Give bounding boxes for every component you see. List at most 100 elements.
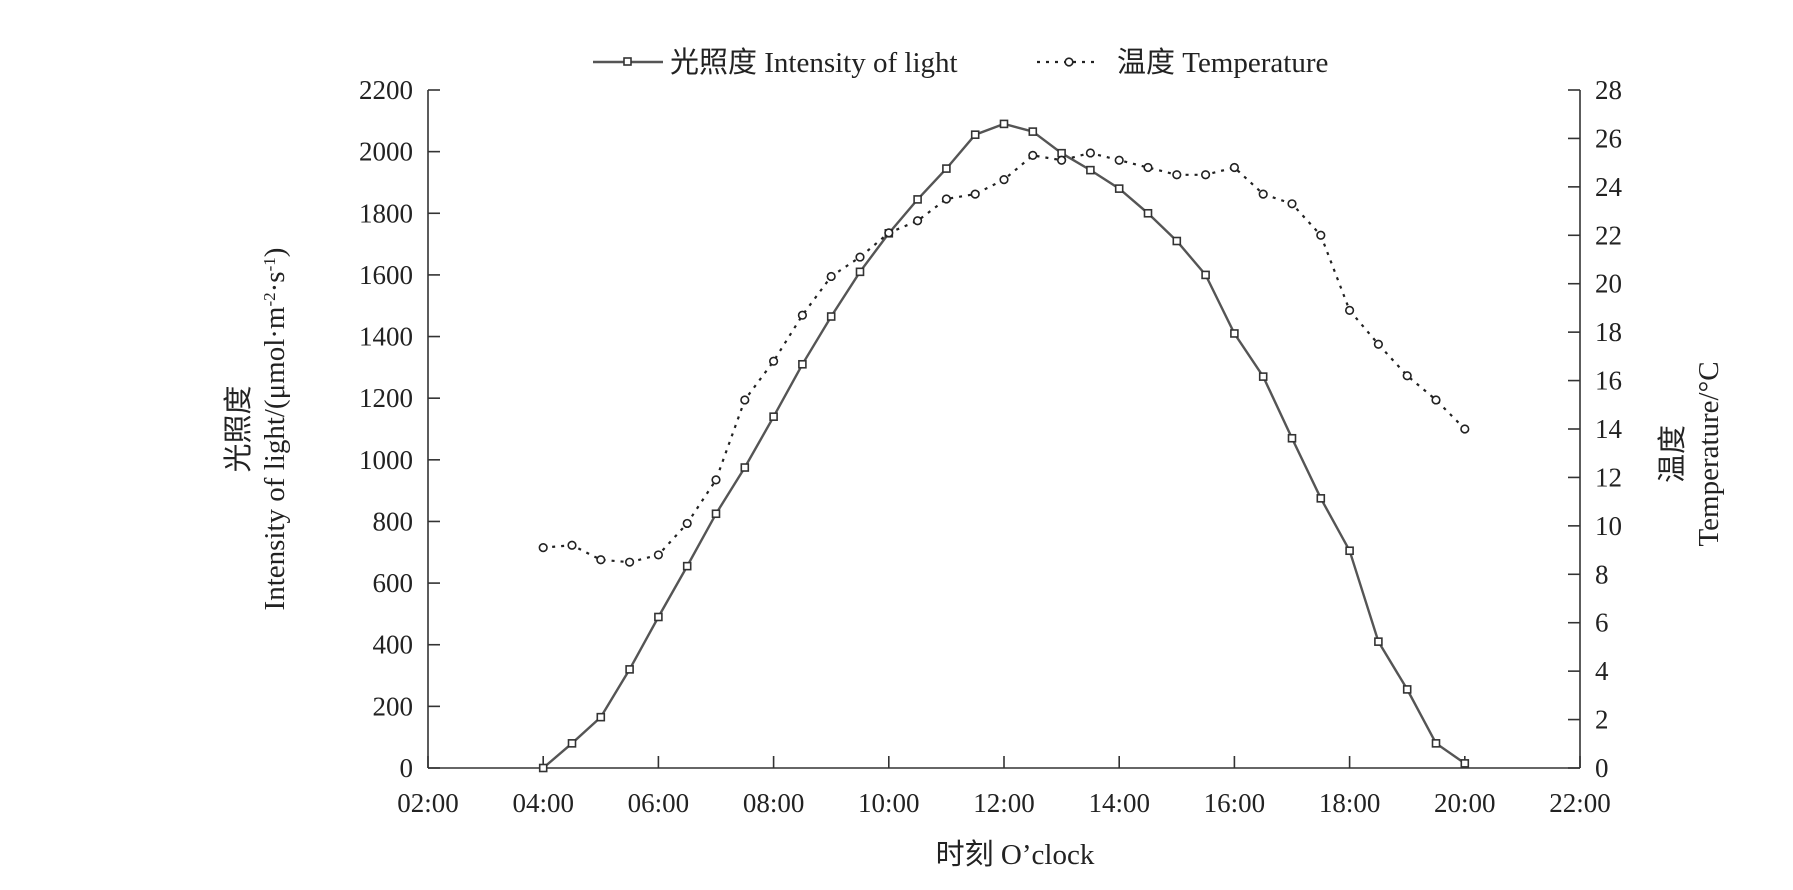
light-data-point [538, 763, 548, 773]
light-data-point [567, 739, 577, 748]
temperature-data-point [653, 550, 664, 560]
x-tick-label: 20:00 [1434, 788, 1496, 818]
left-tick-label: 1600 [359, 260, 413, 290]
x-tick-label: 08:00 [743, 788, 805, 818]
light-data-point [1114, 184, 1124, 193]
legend-temp-label: 温度 Temperature [1117, 46, 1328, 79]
left-tick-label: 2000 [359, 137, 413, 167]
right-tick-label: 6 [1595, 608, 1609, 638]
right-tick-label: 14 [1595, 414, 1623, 444]
x-tick-label: 14:00 [1088, 788, 1150, 818]
light-data-point [798, 359, 807, 369]
temperature-data-point [740, 395, 750, 405]
light-data-point [1172, 236, 1182, 246]
right-tick-label: 10 [1595, 511, 1622, 541]
right-axis-title-line2: Temperature/°C [1693, 361, 1725, 546]
temperature-data-point [797, 310, 808, 320]
temperature-data-point [1028, 150, 1038, 160]
x-tick-label: 12:00 [973, 788, 1035, 818]
light-data-point [942, 164, 951, 173]
left-tick-label: 2200 [359, 75, 413, 105]
light-data-point [1143, 208, 1153, 218]
light-data-point [826, 312, 836, 321]
light-data-point [970, 130, 980, 139]
light-data-point [625, 665, 634, 674]
temperature-data-point [1258, 189, 1268, 199]
temperature-data-point [1460, 424, 1470, 434]
temperature-data-point [1287, 199, 1297, 209]
light-data-point [1402, 685, 1412, 694]
light-data-point [1431, 739, 1441, 748]
left-axis-title: 光照度 Intensity of light/(μmol·m-2·s-1) [222, 248, 291, 611]
temperature-data-point [1431, 395, 1441, 405]
temperature-data-point [941, 194, 952, 204]
right-tick-label: 4 [1595, 656, 1609, 686]
left-tick-label: 600 [373, 568, 414, 598]
right-axis-title-line1: 温度 [1656, 425, 1689, 483]
light-data-point [999, 119, 1009, 129]
light-data-point [1316, 494, 1326, 503]
light-data-point [1287, 433, 1297, 443]
series-temperature [538, 148, 1470, 567]
light-data-point [654, 612, 663, 622]
left-tick-label: 0 [400, 753, 414, 783]
light-data-point [596, 712, 606, 722]
legend-light-label: 光照度 Intensity of light [670, 46, 958, 79]
legend: 光照度 Intensity of light 温度 Temperature [593, 46, 1328, 79]
temperature-data-point [1200, 170, 1211, 180]
right-tick-label: 22 [1595, 220, 1622, 250]
temperature-data-point [855, 252, 865, 262]
left-tick-label: 400 [373, 630, 414, 660]
x-tick-label: 10:00 [858, 788, 920, 818]
temperature-data-point [912, 216, 923, 226]
right-tick-label: 8 [1595, 559, 1609, 589]
right-tick-label: 12 [1595, 462, 1622, 492]
legend-light-marker [623, 57, 632, 66]
left-tick-label: 1200 [359, 383, 413, 413]
series-layer [538, 119, 1470, 773]
left-axis-title-line2: Intensity of light/(μmol·m-2·s-1) [259, 248, 291, 611]
left-tick-label: 1800 [359, 198, 413, 228]
temperature-data-point [624, 557, 635, 567]
right-tick-label: 20 [1595, 269, 1622, 299]
temperature-data-point [682, 518, 692, 529]
light-data-point [682, 561, 692, 571]
light-data-point [711, 509, 721, 519]
light-data-point [1028, 127, 1038, 136]
light-data-point [1345, 546, 1354, 556]
temperature-data-point [826, 271, 836, 282]
temperature-data-point [567, 540, 577, 550]
right-tick-label: 24 [1595, 172, 1623, 202]
light-data-point [1258, 372, 1268, 381]
temperature-data-point [1229, 162, 1239, 173]
temperature-data-point [1056, 155, 1067, 165]
right-axis-title: 温度 Temperature/°C [1656, 361, 1725, 546]
right-tick-label: 16 [1595, 366, 1622, 396]
x-axis-title: 时刻 O’clock [936, 838, 1095, 871]
x-tick-label: 22:00 [1549, 788, 1611, 818]
temperature-data-point [1316, 230, 1326, 240]
light-data-point [1460, 759, 1470, 768]
right-tick-label: 26 [1595, 123, 1622, 153]
light-series-line [542, 122, 1466, 769]
temperature-data-point [1114, 155, 1124, 165]
temperature-data-point [1143, 162, 1153, 173]
left-tick-label: 1400 [359, 322, 413, 352]
light-data-point [913, 195, 922, 204]
x-tick-label: 18:00 [1319, 788, 1381, 818]
right-tick-label: 28 [1595, 75, 1622, 105]
right-tick-label: 18 [1595, 317, 1622, 347]
light-data-point [1086, 165, 1095, 175]
left-tick-label: 800 [373, 506, 414, 536]
temperature-data-point [768, 356, 779, 366]
left-tick-label: 200 [373, 691, 414, 721]
left-tick-label: 1000 [359, 445, 413, 475]
left-axis-title-line1: 光照度 [222, 385, 255, 472]
temperature-data-point [999, 174, 1009, 185]
temperature-data-point [711, 475, 721, 485]
light-data-point [1230, 329, 1239, 338]
x-axis-ticks: 02:00 04:00 06:00 08:00 10:00 12:00 14:00 16:00… [397, 756, 1611, 818]
right-tick-label: 0 [1595, 753, 1609, 783]
